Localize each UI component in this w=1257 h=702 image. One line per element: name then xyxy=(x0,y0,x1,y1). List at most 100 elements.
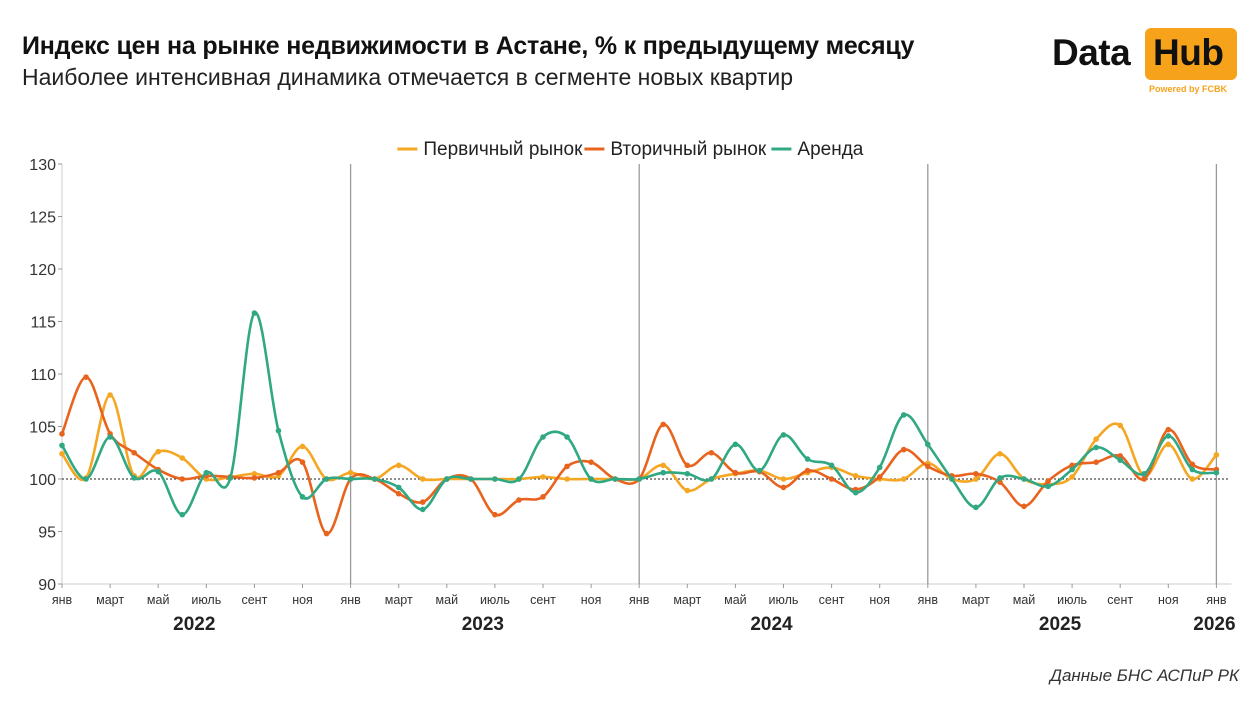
data-point-series-2 xyxy=(660,421,667,428)
data-point-series-3 xyxy=(155,468,161,475)
data-point-series-3 xyxy=(371,476,378,482)
data-point-series-1 xyxy=(395,462,402,469)
x-tick-label: май xyxy=(1013,593,1036,607)
data-source-note: Данные БНС АСПиР РК xyxy=(1049,666,1239,685)
data-point-series-3 xyxy=(1189,466,1196,473)
data-point-series-3 xyxy=(347,476,354,482)
year-label: 2024 xyxy=(750,614,793,635)
data-point-series-2 xyxy=(564,463,570,470)
data-point-series-3 xyxy=(780,432,787,438)
x-tick-label: март xyxy=(96,593,124,607)
data-point-series-3 xyxy=(444,476,450,482)
data-point-series-1 xyxy=(1165,441,1172,448)
data-point-series-3 xyxy=(107,434,113,440)
x-tick-label: ноя xyxy=(292,593,313,607)
data-point-series-3 xyxy=(1069,466,1075,473)
x-tick-label: янв xyxy=(340,593,361,607)
data-point-series-2 xyxy=(1141,476,1148,482)
data-point-series-1 xyxy=(347,469,354,476)
x-tick-label: сент xyxy=(241,593,267,607)
data-point-series-1 xyxy=(1069,474,1075,480)
data-point-series-2 xyxy=(876,474,883,480)
logo-word-hub: Hub xyxy=(1153,32,1224,73)
legend-label-2: Вторичный рынок xyxy=(610,139,767,160)
legend-label-3: Аренда xyxy=(797,139,863,160)
data-point-series-2 xyxy=(900,446,907,453)
data-point-series-3 xyxy=(636,476,642,482)
y-tick-label: 120 xyxy=(29,262,56,279)
data-point-series-1 xyxy=(251,470,258,477)
data-point-series-2 xyxy=(83,374,89,380)
data-point-series-3 xyxy=(660,469,667,476)
data-point-series-1 xyxy=(419,476,426,482)
y-tick-label: 110 xyxy=(30,367,56,384)
data-point-series-2 xyxy=(684,462,691,469)
x-tick-label: март xyxy=(962,593,990,607)
year-label: 2025 xyxy=(1039,614,1082,635)
data-point-series-2 xyxy=(708,449,715,456)
data-point-series-1 xyxy=(155,448,161,455)
data-point-series-2 xyxy=(1045,478,1051,484)
data-point-series-1 xyxy=(780,476,787,482)
data-point-series-2 xyxy=(804,467,811,474)
data-point-series-3 xyxy=(973,504,979,511)
data-point-series-2 xyxy=(1165,426,1172,433)
data-point-series-3 xyxy=(828,462,835,469)
x-tick-label: июль xyxy=(191,593,221,607)
data-point-series-2 xyxy=(1117,453,1123,459)
data-point-series-2 xyxy=(1093,459,1099,466)
data-point-series-3 xyxy=(492,476,498,482)
data-point-series-3 xyxy=(275,427,282,434)
data-point-series-2 xyxy=(131,449,137,456)
data-point-series-3 xyxy=(1093,444,1099,451)
data-point-series-2 xyxy=(780,484,787,491)
data-point-series-3 xyxy=(419,506,426,513)
x-tick-label: ноя xyxy=(1158,593,1179,607)
data-point-series-3 xyxy=(1045,483,1051,490)
x-tick-label: ноя xyxy=(869,593,890,607)
data-point-series-1 xyxy=(564,476,570,482)
y-tick-label: 95 xyxy=(38,525,56,542)
year-label: 2023 xyxy=(462,614,504,635)
x-tick-label: янв xyxy=(52,593,73,607)
y-tick-label: 105 xyxy=(29,420,56,437)
data-point-series-1 xyxy=(684,487,691,494)
x-tick-label: янв xyxy=(629,593,650,607)
logo-powered-text: Powered by FCBK xyxy=(1149,84,1228,94)
data-point-series-2 xyxy=(1189,461,1196,468)
data-point-series-2 xyxy=(588,459,594,466)
data-point-series-1 xyxy=(900,476,907,482)
data-point-series-2 xyxy=(299,459,306,466)
year-label: 2026 xyxy=(1193,614,1235,635)
data-point-series-3 xyxy=(251,310,258,316)
data-point-series-3 xyxy=(83,476,89,482)
data-point-series-3 xyxy=(684,470,691,477)
data-point-series-2 xyxy=(395,490,402,497)
data-point-series-2 xyxy=(925,463,931,470)
data-point-series-3 xyxy=(997,475,1003,481)
data-point-series-3 xyxy=(852,489,859,496)
x-tick-label: янв xyxy=(918,593,939,607)
data-point-series-3 xyxy=(1141,470,1148,477)
x-tick-label: янв xyxy=(1206,593,1227,607)
x-tick-label: ноя xyxy=(581,593,602,607)
x-tick-label: июль xyxy=(1057,593,1087,607)
data-point-series-3 xyxy=(876,464,883,471)
y-tick-label: 130 xyxy=(29,157,56,174)
data-point-series-3 xyxy=(516,476,522,482)
data-point-series-3 xyxy=(925,441,931,448)
datahub-logo: Data Hub Powered by FCBK xyxy=(1052,28,1242,98)
data-point-series-2 xyxy=(540,494,546,500)
x-tick-label: июль xyxy=(480,593,510,607)
data-point-series-3 xyxy=(900,412,907,418)
legend-label-1: Первичный рынок xyxy=(423,139,583,160)
data-point-series-1 xyxy=(660,462,667,469)
data-point-series-3 xyxy=(564,434,570,440)
data-point-series-1 xyxy=(1189,476,1196,482)
data-point-series-3 xyxy=(732,441,739,448)
data-point-series-1 xyxy=(299,443,306,450)
chart-subtitle: Наиболее интенсивная динамика отмечается… xyxy=(22,64,794,90)
data-point-series-2 xyxy=(59,431,65,437)
data-point-series-3 xyxy=(1165,433,1172,439)
